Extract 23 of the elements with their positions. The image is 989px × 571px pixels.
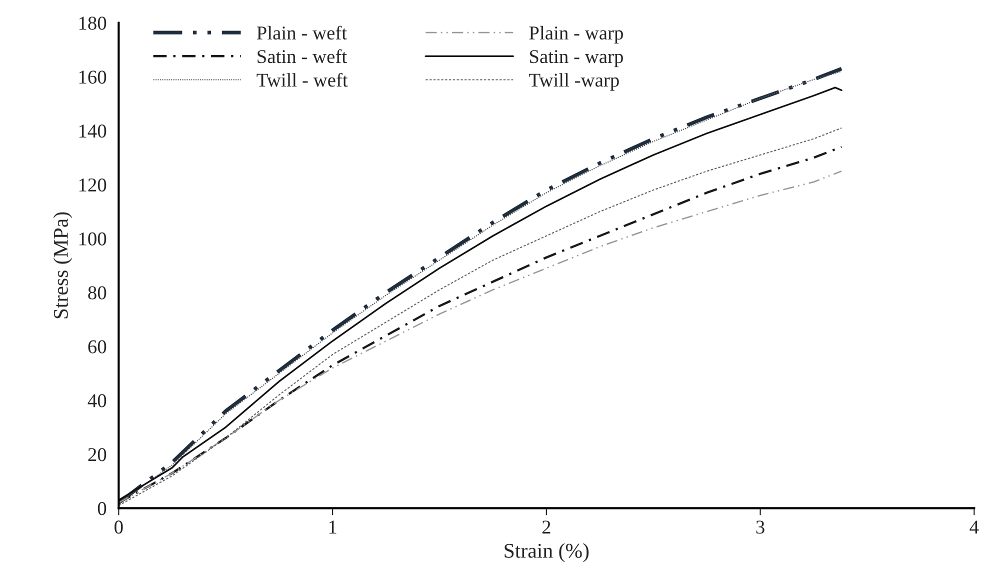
legend-label: Plain - weft <box>256 26 347 40</box>
y-tick-label: 20 <box>88 448 106 462</box>
y-tick-label: 180 <box>79 16 106 30</box>
y-tick-label: 0 <box>98 502 106 516</box>
x-tick-label: 0 <box>114 520 123 534</box>
y-tick-label: 40 <box>88 394 106 408</box>
y-tick-label: 80 <box>88 286 106 300</box>
x-tick-label: 2 <box>542 520 550 534</box>
legend-label: Twill -warp <box>529 73 619 91</box>
x-tick-label: 3 <box>756 520 764 534</box>
y-tick-label: 140 <box>79 124 106 138</box>
x-axis-title: Strain (%) <box>504 543 589 562</box>
y-axis-title: Stress (MPa) <box>53 212 72 318</box>
y-tick-label: 120 <box>79 178 106 192</box>
x-tick-label: 4 <box>970 520 979 534</box>
legend-label: Plain - warp <box>529 26 623 44</box>
legend-label: Twill - weft <box>256 72 348 87</box>
y-tick-label: 60 <box>88 340 106 354</box>
y-tick-label: 160 <box>79 70 106 84</box>
y-tick-label: 100 <box>79 232 106 246</box>
x-tick-label: 1 <box>329 520 336 534</box>
legend-label: Satin - weft <box>258 49 347 64</box>
legend-label: Satin - warp <box>530 50 623 68</box>
